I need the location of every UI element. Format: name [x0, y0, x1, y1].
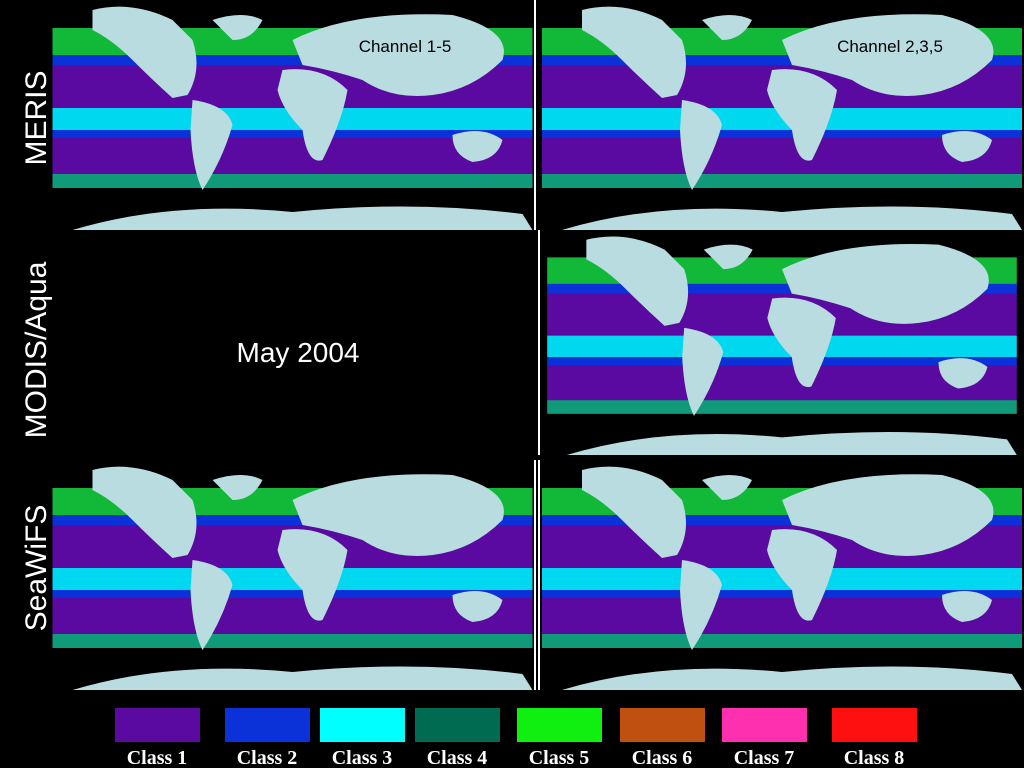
legend: Class 1 Class 2 Class 3 Class 4 Class 5 Class…: [115, 708, 917, 768]
legend-label: Class 3: [332, 747, 393, 768]
column-label: Channel 1-5: [359, 37, 452, 56]
legend-swatch: [225, 708, 310, 742]
legend-swatch: [415, 708, 500, 742]
legend-label: Class 4: [427, 747, 488, 768]
column-label: Channel 2,3,5: [837, 37, 943, 56]
map-panel: [542, 0, 1022, 230]
row-label: SeaWiFS: [20, 505, 53, 632]
legend-label: Class 7: [734, 747, 795, 768]
map-panel: [542, 460, 1022, 690]
legend-swatch: [832, 708, 917, 742]
legend-label: Class 5: [529, 747, 590, 768]
date-label: May 2004: [237, 337, 360, 368]
legend-swatch: [722, 708, 807, 742]
divider: [538, 230, 540, 455]
legend-label: Class 1: [127, 747, 188, 768]
divider: [534, 0, 536, 230]
legend-swatch: [517, 708, 602, 742]
legend-label: Class 8: [844, 747, 905, 768]
divider: [538, 460, 540, 690]
legend-swatch: [320, 708, 405, 742]
row-label: MERIS: [20, 70, 53, 165]
row-label: MODIS/Aqua: [20, 261, 53, 438]
legend-label: Class 2: [237, 747, 298, 768]
map-panel: [52, 460, 533, 690]
map-panel: [52, 0, 533, 230]
legend-label: Class 6: [632, 747, 693, 768]
divider: [534, 460, 536, 690]
legend-swatch: [620, 708, 705, 742]
legend-swatch: [115, 708, 200, 742]
map-panel: [547, 230, 1017, 455]
